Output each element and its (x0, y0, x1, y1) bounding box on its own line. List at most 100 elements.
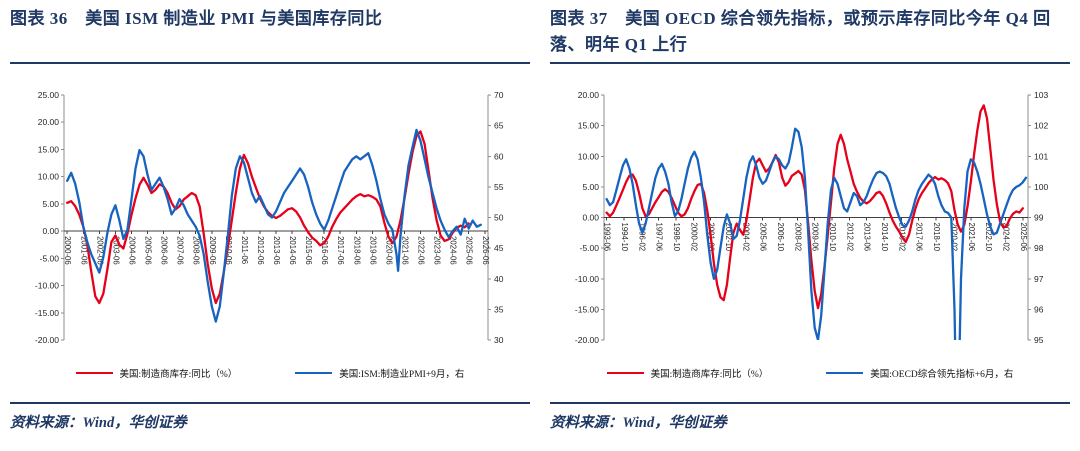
svg-text:1998-10: 1998-10 (672, 223, 681, 252)
figure-36-source: 资料来源：Wind，华创证券 (10, 415, 187, 431)
svg-text:2017-06: 2017-06 (915, 223, 924, 252)
svg-text:0.00: 0.00 (582, 213, 599, 223)
svg-text:2025-06: 2025-06 (1019, 223, 1028, 252)
svg-text:2014-10: 2014-10 (880, 223, 889, 252)
svg-text:-15.00: -15.00 (35, 308, 59, 318)
figure-37-legend: 美国:制造商库存:同比（%） 美国:OECD综合领先指标+6月，右 (550, 364, 1070, 382)
svg-text:25.00: 25.00 (38, 90, 60, 100)
svg-text:97: 97 (1034, 274, 1044, 284)
series-line (605, 127, 1028, 340)
svg-text:-5.00: -5.00 (40, 253, 60, 263)
svg-text:2013-06: 2013-06 (863, 223, 872, 252)
series-line (66, 128, 482, 323)
figure-37-chart: 20.00 15.00 10.00 5.00 0.00 -5.00 -10.00 -15.00… (575, 90, 1049, 345)
axes: 25.00 20.00 15.00 10.00 5.00 0.00 -5.00 -10.00 -… (35, 90, 504, 345)
svg-text:2022-10: 2022-10 (984, 223, 993, 252)
svg-text:2015-06: 2015-06 (304, 236, 313, 265)
svg-text:2007-06: 2007-06 (176, 236, 185, 265)
svg-text:101: 101 (1034, 151, 1048, 161)
svg-text:-20.00: -20.00 (35, 335, 59, 345)
figure-37-title: 图表 37 美国 OECD 综合领先指标，或预示库存同比今年 Q4 回落、明年 … (550, 9, 1051, 54)
svg-text:98: 98 (1034, 243, 1044, 253)
svg-text:2000-06: 2000-06 (63, 236, 72, 265)
svg-text:2006-10: 2006-10 (776, 223, 785, 252)
svg-text:102: 102 (1034, 121, 1048, 131)
svg-text:2008-02: 2008-02 (793, 223, 802, 252)
legend-item: 美国:制造商库存:同比（%） (606, 366, 769, 380)
svg-text:2019-06: 2019-06 (368, 236, 377, 265)
legend-label: 美国:OECD综合领先指标+6月，右 (870, 370, 1014, 380)
svg-text:2001-06: 2001-06 (79, 236, 88, 265)
svg-text:2011-06: 2011-06 (240, 236, 249, 264)
svg-text:15.00: 15.00 (578, 121, 600, 131)
svg-text:50: 50 (494, 213, 504, 223)
svg-text:2020-02: 2020-02 (949, 223, 958, 252)
svg-text:5.00: 5.00 (582, 182, 599, 192)
svg-text:2009-06: 2009-06 (811, 223, 820, 252)
svg-text:2018-10: 2018-10 (932, 223, 941, 252)
svg-text:-20.00: -20.00 (575, 335, 599, 345)
svg-text:65: 65 (494, 121, 504, 131)
figure-36: 图表 36 美国 ISM 制造业 PMI 与美国库存同比 25.00 20.00 1… (10, 6, 530, 432)
svg-text:2006-06: 2006-06 (160, 236, 169, 265)
figure-37-title-divider (550, 62, 1070, 64)
figure-36-title-divider (10, 62, 530, 64)
svg-text:1997-06: 1997-06 (655, 223, 664, 252)
svg-text:2002-10: 2002-10 (724, 223, 733, 252)
legend-line-swatch (295, 372, 333, 374)
svg-text:2004-06: 2004-06 (128, 236, 137, 265)
legend-label: 美国:ISM:制造业PMI+9月，右 (339, 370, 465, 380)
svg-text:10.00: 10.00 (38, 172, 60, 182)
svg-text:2002-06: 2002-06 (95, 236, 104, 265)
svg-text:2020-06: 2020-06 (384, 236, 393, 265)
svg-text:2021-06: 2021-06 (967, 223, 976, 252)
svg-text:2024-06: 2024-06 (449, 236, 458, 265)
figure-37: 图表 37 美国 OECD 综合领先指标，或预示库存同比今年 Q4 回落、明年 … (550, 6, 1070, 432)
svg-text:2014-06: 2014-06 (288, 236, 297, 265)
svg-text:35: 35 (494, 304, 504, 314)
svg-text:95: 95 (1034, 335, 1044, 345)
svg-text:0.00: 0.00 (42, 226, 59, 236)
legend-item: 美国:ISM:制造业PMI+9月，右 (295, 366, 464, 380)
svg-text:100: 100 (1034, 182, 1048, 192)
svg-text:70: 70 (494, 90, 504, 100)
svg-text:55: 55 (494, 182, 504, 192)
svg-text:1996-02: 1996-02 (637, 223, 646, 252)
svg-text:2026-06: 2026-06 (481, 236, 490, 265)
svg-text:2010-10: 2010-10 (828, 223, 837, 252)
legend-label: 美国:制造商库存:同比（%） (119, 370, 238, 380)
svg-text:2025-06: 2025-06 (465, 236, 474, 265)
svg-text:2009-06: 2009-06 (208, 236, 217, 265)
svg-text:-10.00: -10.00 (575, 274, 599, 284)
legend-line-swatch (826, 372, 864, 374)
svg-text:-10.00: -10.00 (35, 281, 59, 291)
figure-36-legend: 美国:制造商库存:同比（%） 美国:ISM:制造业PMI+9月，右 (10, 364, 530, 382)
svg-text:-15.00: -15.00 (575, 304, 599, 314)
legend-line-swatch (75, 372, 113, 374)
figure-36-title: 图表 36 美国 ISM 制造业 PMI 与美国库存同比 (10, 9, 383, 28)
svg-text:5.00: 5.00 (42, 199, 59, 209)
legend-item: 美国:OECD综合领先指标+6月，右 (826, 366, 1013, 380)
figure-37-source: 资料来源：Wind，华创证券 (550, 415, 727, 431)
svg-text:2004-02: 2004-02 (741, 223, 750, 252)
svg-text:30: 30 (494, 335, 504, 345)
svg-text:2012-06: 2012-06 (256, 236, 265, 265)
svg-text:10.00: 10.00 (578, 151, 600, 161)
svg-text:2000-02: 2000-02 (689, 223, 698, 252)
svg-text:2018-06: 2018-06 (352, 236, 361, 265)
svg-text:45: 45 (494, 243, 504, 253)
figure-36-footer-divider (10, 402, 530, 404)
svg-text:2021-06: 2021-06 (401, 236, 410, 265)
svg-text:2005-06: 2005-06 (144, 236, 153, 265)
svg-text:40: 40 (494, 274, 504, 284)
svg-text:2003-06: 2003-06 (111, 236, 120, 265)
svg-text:2013-06: 2013-06 (272, 236, 281, 265)
svg-text:20.00: 20.00 (578, 90, 600, 100)
svg-text:2022-06: 2022-06 (417, 236, 426, 265)
svg-text:60: 60 (494, 151, 504, 161)
svg-text:2024-02: 2024-02 (1002, 223, 1011, 252)
svg-text:99: 99 (1034, 213, 1044, 223)
legend-label: 美国:制造商库存:同比（%） (650, 370, 769, 380)
legend-item: 美国:制造商库存:同比（%） (75, 366, 238, 380)
svg-text:1994-10: 1994-10 (620, 223, 629, 252)
